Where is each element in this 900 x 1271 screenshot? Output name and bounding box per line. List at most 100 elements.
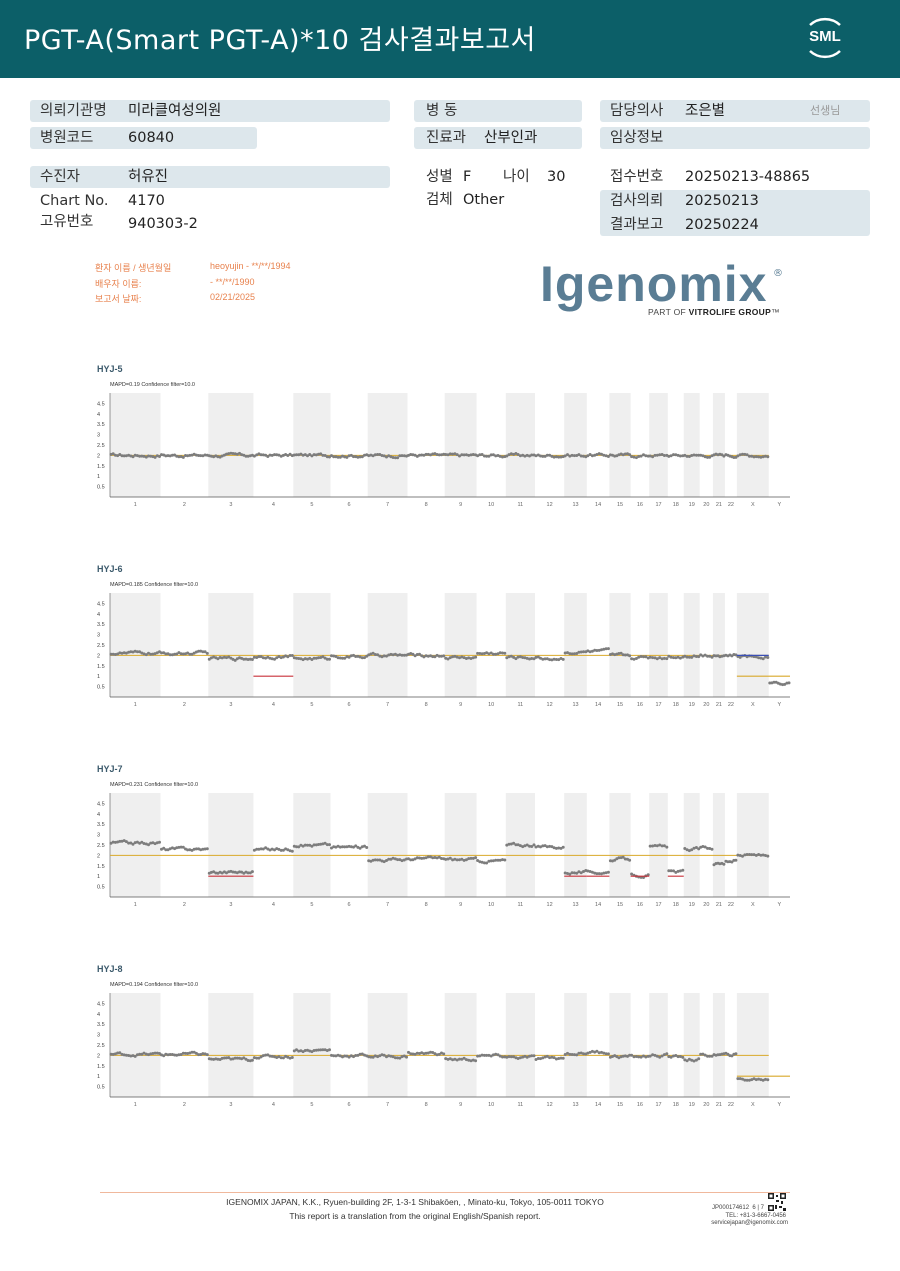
copy-number-point [373, 858, 377, 862]
x-tick-label: 4 [272, 902, 275, 908]
copy-number-point [209, 1057, 213, 1061]
chromosome-band [683, 593, 700, 697]
copy-number-point [373, 1054, 377, 1058]
copy-number-point [530, 453, 534, 457]
copy-number-point [741, 452, 744, 456]
x-tick-label: 8 [425, 1102, 428, 1108]
chromosome-band [444, 993, 477, 1097]
copy-number-point [166, 454, 170, 458]
chart-subtitle: MAPD=0.231 Confidence filter=10.0 [110, 782, 198, 788]
footer-page: 6 | 7 [752, 1205, 764, 1211]
copy-number-point [323, 454, 327, 457]
copy-number-point [118, 1051, 122, 1055]
copy-number-point [225, 1056, 228, 1060]
copy-number-point [543, 454, 547, 458]
copy-number-point [690, 848, 694, 852]
copy-number-point [570, 1053, 574, 1056]
copy-number-point [391, 653, 395, 657]
copy-number-point [474, 856, 478, 860]
copy-number-point [568, 652, 572, 656]
copy-number-point [402, 653, 406, 657]
request-report-field: 검사의뢰 20250213 결과보고 20250224 [600, 190, 870, 236]
chromosome-band [683, 993, 700, 1097]
x-tick-label: 22 [728, 902, 734, 908]
copy-number-point [674, 656, 678, 660]
chart-hyj-6: HYJ-6 MAPD=0.185 Confidence filter=10.0 4.… [90, 560, 800, 735]
footer-phone: TEL: +81-3-6667-0456 [725, 1213, 786, 1219]
x-tick-label: 15 [617, 902, 623, 908]
copy-number-point [295, 453, 298, 457]
copy-number-point [487, 859, 491, 863]
copy-number-point [216, 1057, 220, 1061]
x-tick-label: 10 [488, 902, 494, 908]
chromosome-band [505, 593, 535, 697]
copy-number-point [710, 847, 714, 851]
copy-number-point [373, 453, 377, 457]
copy-number-point [485, 454, 489, 458]
copy-number-point [600, 452, 603, 456]
y-tick-label: 3.5 [97, 822, 105, 828]
copy-number-point [455, 453, 459, 457]
copy-number-point [246, 1059, 250, 1062]
copy-number-point [494, 1052, 498, 1056]
chart-subtitle: MAPD=0.185 Confidence filter=10.0 [110, 582, 198, 588]
y-tick-label: 1 [97, 474, 100, 480]
copy-number-point [181, 455, 185, 459]
copy-number-point [747, 1078, 751, 1082]
copy-number-point [476, 651, 480, 655]
copy-number-point [761, 853, 765, 857]
copy-number-point [512, 452, 516, 456]
copy-number-point [266, 1053, 270, 1057]
copy-number-point [471, 1058, 475, 1062]
copy-number-point [407, 1050, 410, 1054]
y-tick-label: 4 [97, 612, 100, 618]
qr-code-icon [768, 1193, 786, 1211]
x-tick-label: 13 [572, 702, 578, 708]
copy-number-point [369, 1055, 373, 1059]
x-tick-label: 7 [386, 902, 389, 908]
copy-number-point [382, 654, 386, 658]
copy-number-point [448, 656, 452, 660]
copy-number-point [750, 454, 754, 458]
copy-number-point [632, 1055, 636, 1059]
copy-number-point [270, 847, 274, 851]
copy-number-point [570, 871, 574, 875]
copy-number-point [525, 1055, 529, 1059]
y-tick-label: 3 [97, 1033, 100, 1039]
copy-number-point [568, 1052, 572, 1056]
copy-number-point [563, 651, 567, 655]
copy-number-point [761, 455, 765, 459]
copy-number-point [651, 656, 655, 660]
copy-number-point [706, 654, 709, 658]
copy-number-point [312, 843, 316, 847]
copy-number-point [588, 650, 592, 654]
meta-patient-value: heoyujin - **/**/1994 [210, 261, 291, 271]
ward-field: 병 동 [414, 100, 582, 122]
copy-number-point [451, 1058, 455, 1062]
copy-number-point [676, 655, 680, 659]
copy-number-point [630, 1053, 634, 1057]
copy-number-point [604, 647, 608, 651]
copy-number-point [572, 871, 576, 875]
copy-number-point [683, 654, 687, 658]
x-tick-label: 17 [655, 1102, 661, 1108]
footer-note: This report is a translation from the or… [289, 1211, 541, 1221]
chart-title: HYJ-5 [97, 364, 123, 374]
copy-number-point [338, 656, 342, 660]
copy-number-point [164, 848, 168, 852]
copy-number-point [509, 654, 513, 658]
copy-number-point [264, 1053, 268, 1057]
copy-number-point [685, 1059, 689, 1063]
copy-number-point [674, 453, 678, 457]
copy-number-point [563, 871, 567, 875]
id-label: 고유번호 [40, 214, 94, 230]
copy-number-point [129, 841, 133, 845]
copy-number-point [142, 454, 146, 458]
copy-number-point [181, 845, 185, 849]
copy-number-point [111, 452, 115, 456]
x-tick-label: Y [778, 502, 782, 508]
copy-number-point [579, 454, 583, 458]
copy-number-point [703, 455, 707, 459]
copy-number-point [349, 845, 353, 849]
copy-number-point [485, 861, 489, 865]
